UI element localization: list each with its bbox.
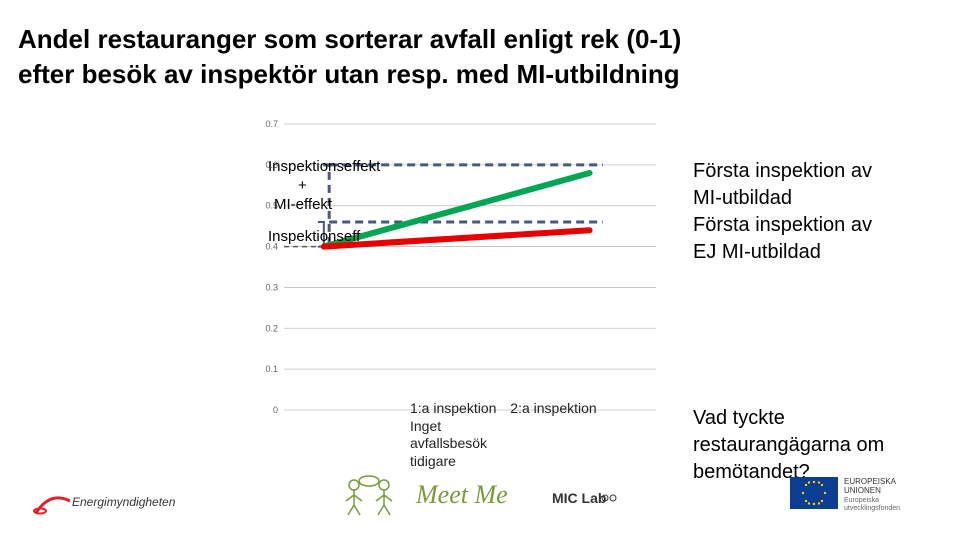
meetme-logo: Meet Me MIC Lab — [330, 473, 620, 524]
eu-logo-svg: EUROPEISKA UNIONEN Europeiska utveckling… — [790, 473, 930, 519]
annotation-effect-plus-mi: Inspektionseffekt + MI-effekt — [268, 158, 380, 214]
x-sub-2: avfallsbesök — [410, 435, 690, 453]
legend-l1: Första inspektion av — [693, 160, 872, 182]
eu-title: EUROPEISKA — [844, 477, 897, 486]
q-l2: restaurangägarna om — [693, 434, 884, 456]
x-label-1: 1:a inspektion — [410, 400, 496, 418]
meetme-logo-svg: Meet Me MIC Lab — [330, 473, 620, 519]
miclab-name: MIC Lab — [552, 490, 606, 506]
energy-name: Energimyndigheten — [72, 495, 176, 509]
anno-top-l3: MI-effekt — [268, 196, 332, 213]
energy-logo: Energimyndigheten — [30, 483, 180, 524]
legend-l2: MI-utbildad — [693, 187, 792, 209]
anno-mid-text: Inspektionseff — [268, 228, 360, 245]
eu-sub2: Europeiska — [844, 497, 879, 504]
eu-sub1: UNIONEN — [844, 486, 881, 495]
x-label-2: 2:a inspektion — [510, 400, 596, 418]
annotation-effect-only: Inspektionseff — [268, 228, 360, 245]
x-axis-labels: 1:a inspektion 2:a inspektion Inget avfa… — [410, 400, 690, 470]
energy-logo-svg: Energimyndigheten — [30, 483, 180, 519]
legend-text: Första inspektion av MI-utbildad Första … — [693, 158, 953, 266]
svg-text:0: 0 — [273, 405, 278, 415]
eu-logo: EUROPEISKA UNIONEN Europeiska utveckling… — [790, 473, 930, 524]
title-line1: Andel restauranger som sorterar avfall e… — [18, 24, 681, 54]
slide-title: Andel restauranger som sorterar avfall e… — [18, 22, 938, 92]
svg-text:0.1: 0.1 — [265, 364, 278, 374]
svg-text:0.3: 0.3 — [265, 282, 278, 292]
footer-logos: Energimyndigheten Meet Me MIC Lab — [0, 475, 960, 530]
svg-text:0.7: 0.7 — [265, 119, 278, 129]
people-icon — [346, 476, 392, 515]
q-l1: Vad tyckte — [693, 407, 785, 429]
eu-sub3: utvecklingsfonden — [844, 505, 900, 512]
title-line2: efter besök av inspektör utan resp. med … — [18, 59, 680, 89]
meetme-name: Meet Me — [415, 480, 508, 509]
svg-text:0.2: 0.2 — [265, 323, 278, 333]
anno-top-l2: + — [268, 177, 307, 194]
swoosh-icon — [36, 498, 70, 513]
anno-top-l1: Inspektionseffekt — [268, 158, 380, 175]
legend-l3: Första inspektion av — [693, 214, 872, 236]
x-sub-3: tidigare — [410, 453, 690, 471]
x-sub-1: Inget — [410, 418, 690, 436]
legend-l4: EJ MI-utbildad — [693, 241, 821, 263]
